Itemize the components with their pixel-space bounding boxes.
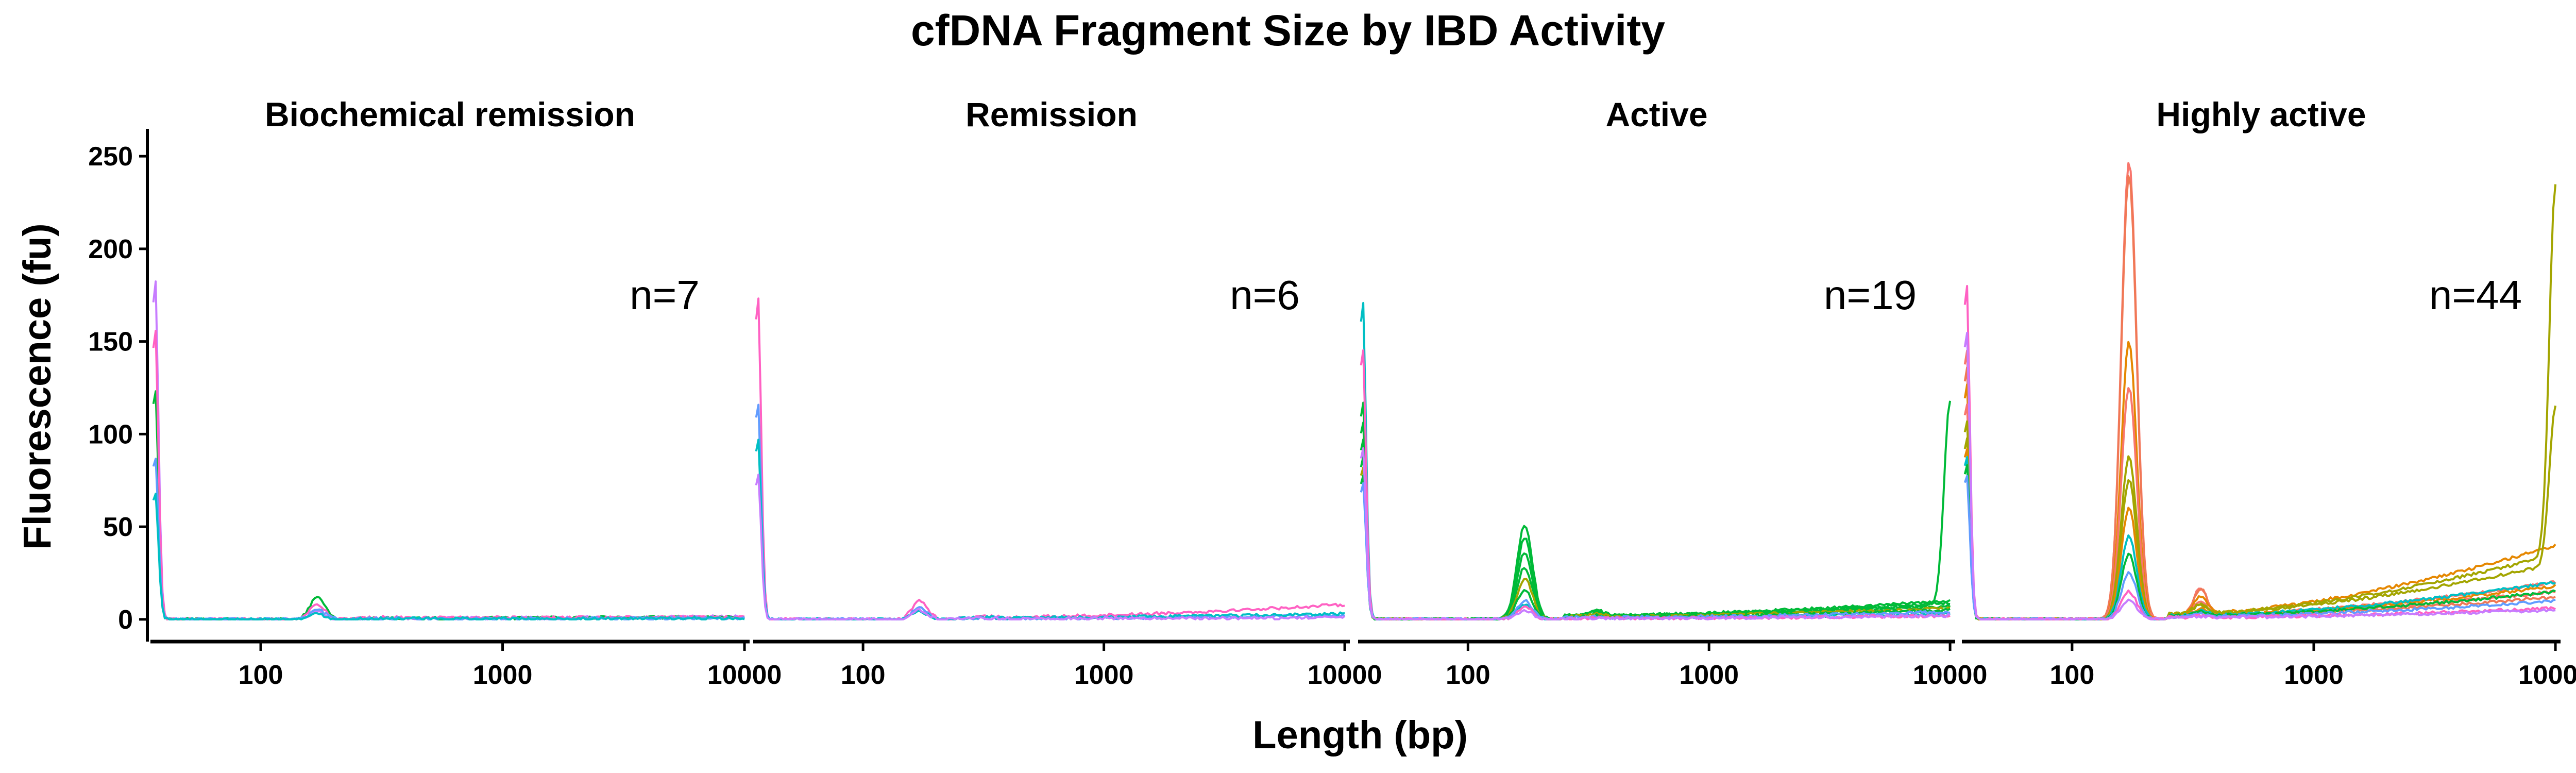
y-tick-label: 100 — [88, 419, 133, 449]
x-tick-label: 10000 — [2518, 660, 2576, 690]
x-tick-label: 1000 — [473, 660, 533, 690]
series-line — [1963, 387, 2556, 620]
series-line — [1360, 447, 1951, 620]
series-line — [152, 280, 745, 620]
x-tick-label: 10000 — [1308, 660, 1382, 690]
series-line — [1963, 405, 2557, 620]
y-tick-label: 250 — [88, 142, 133, 172]
panel-n-label: n=19 — [1824, 272, 1917, 318]
series-line — [1963, 332, 2556, 620]
x-axis-title: Length (bp) — [1252, 713, 1468, 757]
y-tick-label: 0 — [118, 605, 133, 635]
series-line — [1360, 301, 1951, 620]
panel-n-label: n=44 — [2429, 272, 2522, 318]
panel-1: Remission n=6 100 1000 10000 — [753, 95, 1382, 690]
series-line — [755, 439, 1345, 620]
y-tick-label: 150 — [88, 327, 133, 357]
y-tick-label: 50 — [103, 512, 133, 542]
panel-title: Biochemical remission — [265, 95, 635, 133]
series-line — [152, 458, 745, 620]
x-tick-label: 1000 — [2284, 660, 2344, 690]
series-line — [1360, 400, 1952, 620]
series-line — [1360, 438, 1951, 620]
series-line — [1963, 175, 2556, 620]
series-line — [1360, 474, 1951, 620]
series-line — [755, 404, 1346, 620]
panel-title: Highly active — [2156, 95, 2366, 133]
x-tick-label: 100 — [841, 660, 886, 690]
panels-layer: 0 50 100 150 200 250 Biochemical remission n=7 1… — [88, 95, 2576, 690]
series-line — [152, 330, 745, 620]
series-line — [1360, 455, 1951, 620]
chart-title: cfDNA Fragment Size by IBD Activity — [911, 6, 1665, 55]
series-line — [755, 474, 1346, 620]
series-line — [755, 297, 1345, 620]
panel-2: Active n=19 100 1000 10000 — [1358, 95, 1987, 690]
x-tick-label: 100 — [239, 660, 283, 690]
series-line — [1360, 466, 1951, 620]
panel-3: Highly active n=44 100 1000 10000 — [1962, 95, 2576, 690]
series-line — [1963, 341, 2556, 620]
y-tick-label: 200 — [88, 234, 133, 264]
series-line — [1963, 162, 2556, 620]
x-tick-label: 10000 — [707, 660, 782, 690]
x-tick-label: 1000 — [1074, 660, 1134, 690]
x-tick-label: 100 — [1446, 660, 1490, 690]
y-axis-title: Fluorescence (fu) — [15, 223, 59, 549]
panel-n-label: n=7 — [630, 272, 700, 318]
series-line — [1360, 422, 1951, 620]
series-line — [1963, 456, 2556, 620]
series-line — [1360, 482, 1951, 620]
panel-title: Remission — [965, 95, 1138, 133]
x-tick-label: 1000 — [1679, 660, 1739, 690]
series-line — [152, 390, 745, 620]
x-tick-label: 100 — [2049, 660, 2094, 690]
series-line — [1360, 349, 1951, 620]
panel-n-label: n=6 — [1230, 272, 1300, 318]
panel-title: Active — [1605, 95, 1707, 133]
panel-0: Biochemical remission n=7 100 1000 10000 — [150, 95, 782, 690]
x-tick-label: 10000 — [1913, 660, 1988, 690]
series-line — [1963, 184, 2557, 620]
series-line — [152, 493, 745, 620]
